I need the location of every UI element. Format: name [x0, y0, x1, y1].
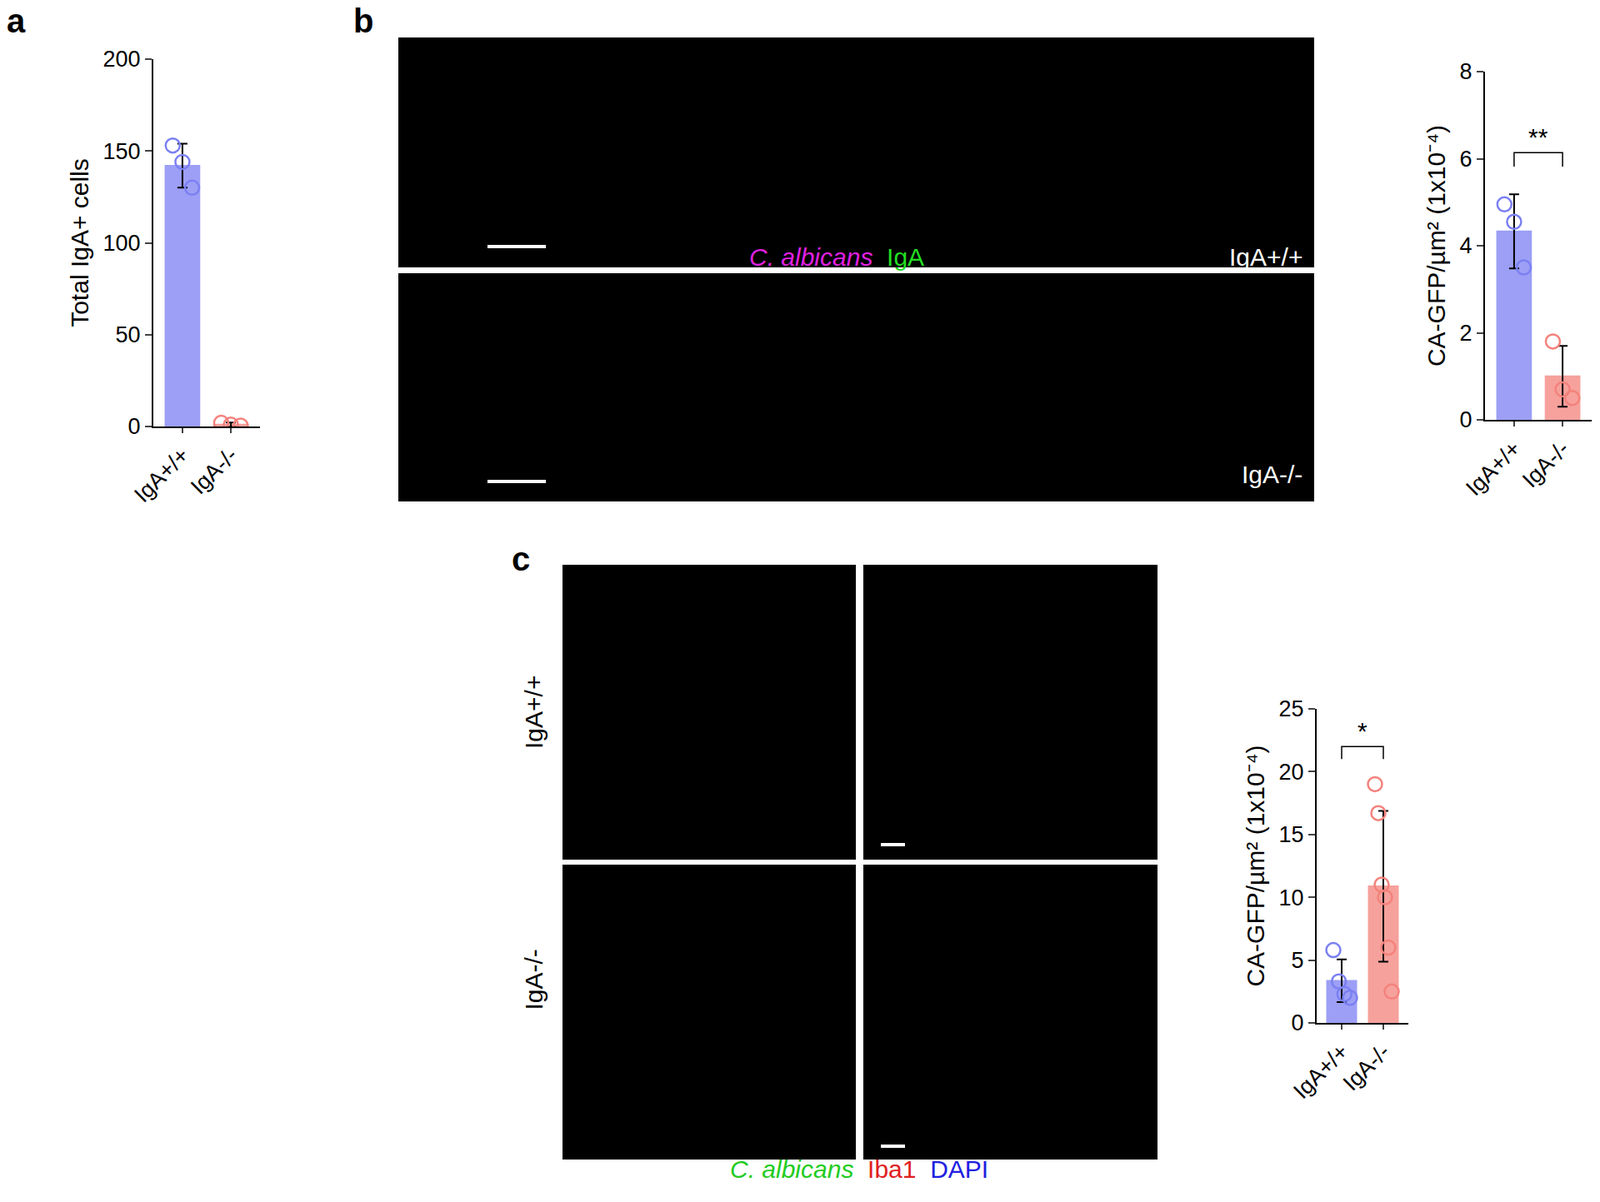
svg-text:IgA-/-: IgA-/- — [1338, 1039, 1395, 1096]
svg-text:0: 0 — [128, 414, 141, 440]
svg-text:25: 25 — [1279, 696, 1305, 722]
svg-text:a: a — [6, 2, 26, 40]
svg-text:8: 8 — [1460, 59, 1473, 85]
svg-text:0: 0 — [1460, 407, 1473, 433]
svg-text:0: 0 — [1291, 1010, 1305, 1036]
svg-text:IgA+/+: IgA+/+ — [1288, 1039, 1353, 1104]
svg-text:5: 5 — [1291, 948, 1305, 974]
svg-text:100: 100 — [103, 230, 141, 256]
svg-text:15: 15 — [1279, 822, 1305, 848]
svg-text:50: 50 — [115, 322, 141, 348]
svg-text:C. albicans Iba1 DAPI: C. albicans Iba1 DAPI — [730, 1155, 989, 1184]
svg-text:IgA-/-: IgA-/- — [1241, 460, 1303, 489]
svg-text:b: b — [353, 2, 374, 40]
svg-text:*: * — [1357, 717, 1368, 745]
svg-text:IgA+/+: IgA+/+ — [520, 675, 548, 750]
svg-text:**: ** — [1528, 123, 1549, 151]
svg-text:IgA+/+: IgA+/+ — [1229, 243, 1303, 271]
svg-text:20: 20 — [1279, 760, 1305, 785]
svg-text:IgA+/+: IgA+/+ — [129, 442, 194, 507]
svg-text:c: c — [511, 540, 530, 578]
svg-text:Total IgA+ cells: Total IgA+ cells — [65, 158, 94, 328]
svg-text:2: 2 — [1460, 320, 1473, 346]
svg-text:150: 150 — [103, 139, 141, 165]
svg-text:IgA+/+: IgA+/+ — [1460, 435, 1525, 500]
svg-text:10: 10 — [1279, 885, 1305, 911]
svg-text:CA-GFP/µm² (1x10⁻⁴): CA-GFP/µm² (1x10⁻⁴) — [1241, 745, 1270, 987]
svg-text:200: 200 — [103, 46, 141, 72]
svg-text:IgA-/-: IgA-/- — [520, 949, 548, 1010]
svg-text:C. albicans IgA: C. albicans IgA — [749, 243, 925, 271]
svg-text:IgA-/-: IgA-/- — [1517, 435, 1575, 493]
svg-text:4: 4 — [1460, 233, 1473, 259]
svg-text:6: 6 — [1460, 146, 1473, 172]
svg-text:CA-GFP/µm² (1x10⁻⁴): CA-GFP/µm² (1x10⁻⁴) — [1422, 125, 1450, 367]
svg-text:IgA-/-: IgA-/- — [185, 442, 243, 500]
